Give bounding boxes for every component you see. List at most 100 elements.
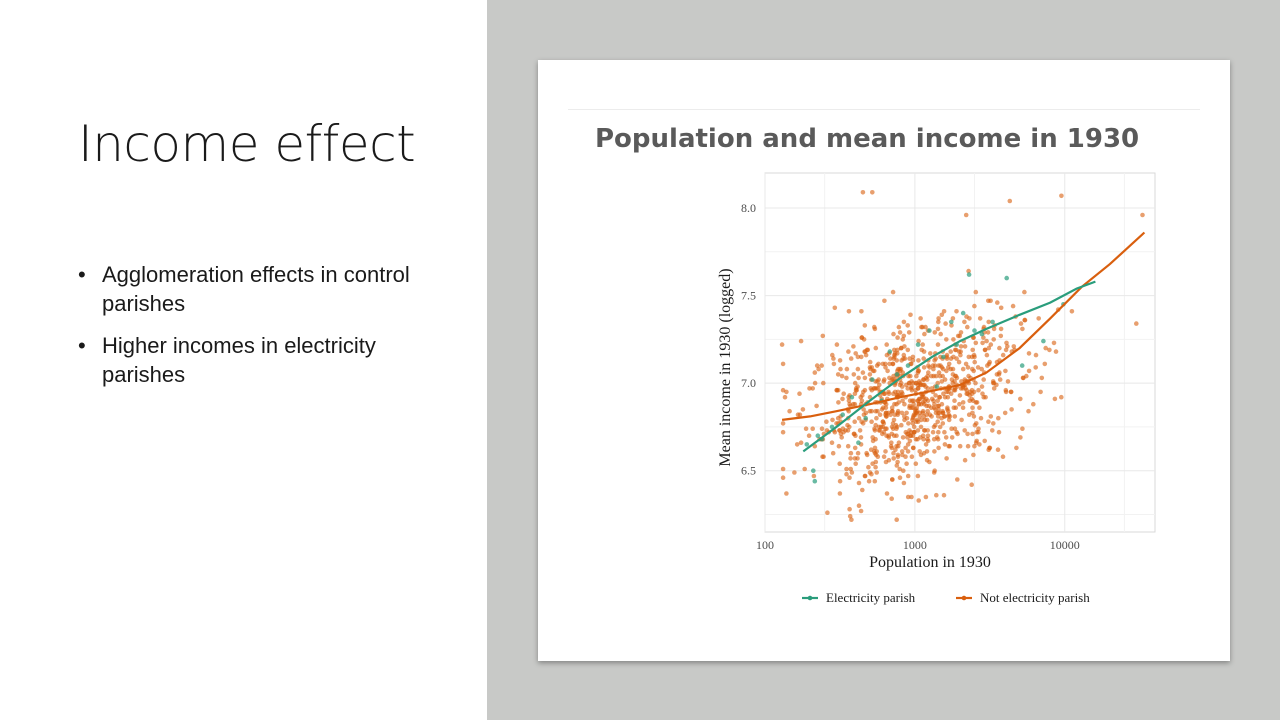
data-point-not-electricity (889, 440, 894, 446)
data-point-not-electricity (974, 421, 979, 426)
data-point-not-electricity (917, 414, 923, 419)
y-tick-label: 6.5 (741, 464, 756, 478)
bullet-item: • Agglomeration effects in control parish… (78, 260, 438, 318)
data-point-not-electricity (836, 443, 842, 449)
data-point-not-electricity (921, 356, 926, 361)
data-point-not-electricity (905, 347, 911, 353)
data-point-not-electricity (919, 324, 924, 330)
data-point-not-electricity (881, 454, 887, 460)
data-point-not-electricity (834, 421, 839, 426)
data-point-not-electricity (847, 475, 852, 481)
data-point-not-electricity (812, 370, 818, 375)
data-point-electricity (990, 319, 995, 325)
data-point-not-electricity (977, 442, 982, 447)
data-point-not-electricity (860, 487, 865, 493)
data-point-not-electricity (940, 421, 946, 426)
data-point-not-electricity (846, 398, 852, 404)
data-point-not-electricity (1011, 344, 1017, 349)
data-point-not-electricity (855, 354, 861, 360)
data-point-not-electricity (935, 326, 941, 332)
data-point-electricity (949, 319, 954, 325)
data-point-not-electricity (803, 426, 809, 432)
data-point-not-electricity (926, 403, 932, 409)
data-point-not-electricity (849, 470, 855, 475)
data-point-not-electricity (946, 417, 952, 423)
data-point-not-electricity (898, 345, 904, 351)
data-point-electricity (927, 328, 932, 333)
data-point-not-electricity (919, 347, 924, 353)
data-point-not-electricity (939, 415, 944, 421)
data-point-not-electricity (922, 401, 927, 407)
data-point-not-electricity (994, 382, 999, 388)
data-point-not-electricity (795, 412, 801, 418)
data-point-not-electricity (995, 300, 1000, 305)
data-point-not-electricity (991, 386, 997, 391)
data-point-not-electricity (882, 298, 887, 304)
data-point-not-electricity (821, 454, 826, 460)
data-point-not-electricity (851, 431, 857, 437)
data-point-not-electricity (890, 421, 896, 426)
data-point-not-electricity (852, 380, 858, 386)
data-point-not-electricity (877, 412, 883, 418)
data-point-not-electricity (990, 428, 995, 433)
data-point-not-electricity (913, 436, 919, 442)
data-point-not-electricity (872, 426, 877, 432)
data-point-not-electricity (945, 405, 950, 411)
data-point-not-electricity (919, 417, 924, 423)
data-point-not-electricity (986, 319, 991, 325)
data-point-not-electricity (970, 431, 975, 437)
data-point-not-electricity (856, 415, 862, 421)
data-point-not-electricity (997, 377, 1003, 382)
data-point-not-electricity (840, 396, 845, 402)
data-point-not-electricity (891, 450, 896, 456)
data-point-not-electricity (852, 419, 857, 425)
data-point-not-electricity (875, 386, 881, 391)
data-point-not-electricity (973, 380, 978, 386)
data-point-not-electricity (847, 506, 852, 512)
data-point-not-electricity (889, 408, 895, 414)
data-point-electricity (815, 433, 821, 439)
data-point-not-electricity (894, 463, 900, 468)
data-point-not-electricity (812, 380, 818, 386)
data-point-not-electricity (953, 405, 959, 411)
data-point-not-electricity (861, 412, 867, 418)
data-point-not-electricity (921, 365, 927, 370)
data-point-electricity (811, 468, 816, 474)
data-point-not-electricity (963, 361, 969, 367)
data-point-not-electricity (895, 335, 900, 340)
data-point-not-electricity (910, 421, 916, 426)
data-point-not-electricity (986, 447, 991, 453)
data-point-not-electricity (830, 417, 835, 423)
data-point-not-electricity (1020, 326, 1025, 332)
data-point-not-electricity (998, 333, 1004, 339)
y-tick-label: 7.5 (741, 289, 756, 303)
data-point-not-electricity (1043, 345, 1048, 351)
data-point-not-electricity (1051, 340, 1057, 346)
data-point-not-electricity (855, 384, 860, 389)
data-point-not-electricity (955, 477, 960, 482)
data-point-not-electricity (973, 340, 979, 346)
data-point-not-electricity (844, 375, 849, 381)
data-point-not-electricity (939, 401, 945, 407)
data-point-not-electricity (906, 421, 911, 426)
data-point-not-electricity (838, 431, 844, 437)
data-point-not-electricity (973, 400, 979, 405)
data-point-not-electricity (915, 386, 921, 391)
data-point-not-electricity (819, 426, 825, 432)
data-point-not-electricity (935, 398, 940, 404)
data-point-not-electricity (966, 268, 971, 274)
data-point-not-electricity (940, 366, 946, 372)
data-point-not-electricity (926, 370, 931, 375)
data-point-not-electricity (954, 356, 959, 361)
data-point-not-electricity (916, 338, 921, 344)
data-point-not-electricity (873, 459, 879, 465)
data-point-not-electricity (965, 431, 970, 437)
data-point-not-electricity (873, 464, 878, 470)
data-point-not-electricity (939, 379, 945, 384)
data-point-not-electricity (859, 398, 865, 404)
data-point-not-electricity (784, 389, 789, 395)
data-point-not-electricity (977, 316, 983, 321)
data-point-not-electricity (980, 391, 985, 397)
data-point-not-electricity (944, 456, 949, 461)
data-point-not-electricity (960, 400, 966, 405)
